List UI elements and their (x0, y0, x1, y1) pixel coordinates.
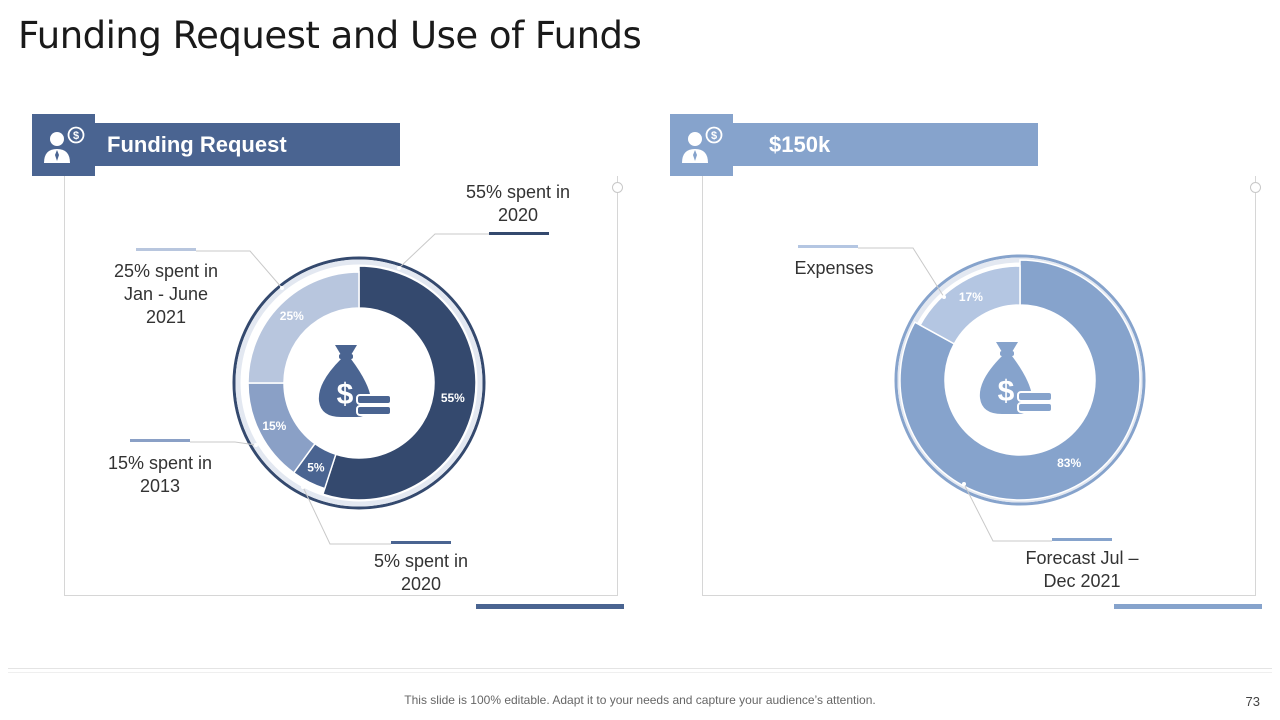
label-15-spent-2013: 15% spent in 2013 (107, 453, 213, 496)
donut-slice (321, 265, 477, 501)
svg-text:$: $ (710, 130, 716, 142)
footer-divider (8, 668, 1272, 669)
donut-slice (247, 271, 360, 384)
slice-data-label: 15% (262, 419, 286, 433)
leader-line (963, 483, 1052, 542)
user-dollar-icon: $ (32, 114, 95, 176)
leader-line (398, 233, 489, 269)
leader-line (196, 250, 283, 289)
leader-dot (254, 443, 258, 447)
money-bag-icon: $ (318, 345, 392, 417)
leader-dot (301, 485, 305, 489)
frame-corner-dot (1250, 182, 1261, 193)
slice-data-label: 17% (959, 290, 983, 304)
leader-line (858, 247, 945, 298)
leader-dot (962, 482, 966, 486)
leader-dot (280, 286, 284, 290)
label-55-spent-2020: 55% spent in 2020 (465, 182, 571, 225)
footer-divider (8, 672, 1272, 673)
label-accent-bar (391, 541, 451, 544)
label-accent-bar (1052, 538, 1112, 541)
user-dollar-icon: $ (670, 114, 733, 176)
donut-outer-ring (894, 254, 1146, 506)
money-bag-icon: $ (979, 342, 1053, 414)
funding-request-donut-chart: 55% 5% 15% 25% $ (190, 233, 489, 545)
amount-panel: $ $150k 83% 17% $ Expenses Forecast Jul – … (668, 114, 1262, 614)
svg-text:$: $ (337, 378, 354, 411)
leader-dot (942, 295, 946, 299)
label-25-spent-jan-june-2021: 25% spent in Jan - June 2021 (113, 261, 219, 327)
label-accent-bar (798, 245, 858, 248)
label-accent-bar (489, 232, 549, 235)
leader-line (302, 486, 391, 545)
funding-request-header: Funding Request (95, 123, 400, 166)
footer-note: This slide is 100% editable. Adapt it to… (404, 693, 876, 707)
donut-outer-ring (232, 256, 486, 510)
slide-title: Funding Request and Use of Funds (18, 14, 642, 57)
page-number: 73 (1245, 694, 1260, 709)
label-accent-bar (130, 439, 190, 442)
svg-text:$: $ (72, 130, 78, 142)
amount-header: $150k (733, 123, 1038, 166)
slice-data-label: 55% (441, 391, 465, 405)
amount-donut-chart: 83% 17% $ (858, 247, 1146, 542)
slice-data-label: 83% (1057, 456, 1081, 470)
leader-line (190, 441, 257, 446)
leader-dot (397, 266, 401, 270)
donut-inner-ring (235, 259, 483, 507)
svg-text:$: $ (998, 375, 1015, 408)
panel-frame (64, 176, 623, 596)
funding-request-panel: $ Funding Request 55% 5% 15% 25% $ 55% spent… (30, 114, 624, 614)
frame-accent-bar (476, 604, 624, 609)
slice-data-label: 25% (280, 309, 304, 323)
donut-slice (899, 259, 1141, 501)
label-5-spent-2020: 5% spent in 2020 (373, 551, 469, 594)
frame-corner-dot (612, 182, 623, 193)
label-expenses: Expenses (794, 258, 874, 278)
panel-frame (702, 176, 1261, 596)
frame-accent-bar (1114, 604, 1262, 609)
label-forecast-jul-dec-2021: Forecast Jul – Dec 2021 (1025, 548, 1139, 591)
label-accent-bar (136, 248, 196, 251)
slice-data-label: 5% (307, 461, 325, 475)
